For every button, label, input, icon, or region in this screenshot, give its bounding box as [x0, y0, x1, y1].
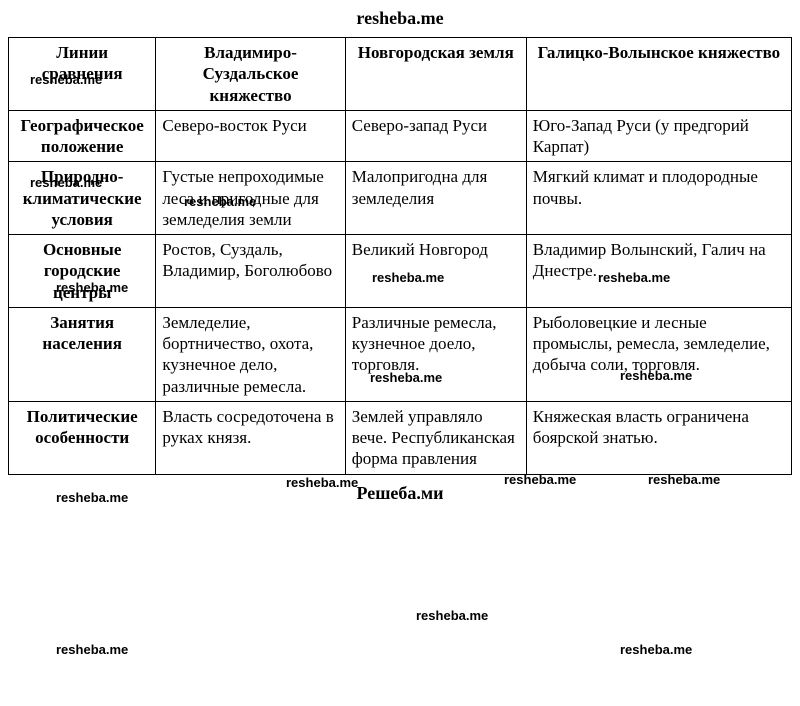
row-label: Основные городские центры: [9, 235, 156, 308]
cell: Власть сосредоточена в руках князя.: [156, 401, 345, 474]
row-label: Географическое положение: [9, 110, 156, 162]
page-footer: Решеба.ми: [0, 475, 800, 512]
cell: Земледелие, бортничество, охота, кузнечн…: [156, 307, 345, 401]
col-header-0: Линии сравнения: [9, 38, 156, 111]
cell: Землей управляло вече. Республиканская ф…: [345, 401, 526, 474]
cell: Мягкий климат и плодородные почвы.: [526, 162, 791, 235]
row-label: Природно-климатические условия: [9, 162, 156, 235]
cell: Рыболовецкие и лесные промыслы, ремесла,…: [526, 307, 791, 401]
col-header-1: Владимиро-Суздальское княжество: [156, 38, 345, 111]
cell: Малопригодна для земледелия: [345, 162, 526, 235]
cell: Великий Новгород: [345, 235, 526, 308]
cell: Владимир Волынский, Галич на Днестре.: [526, 235, 791, 308]
col-header-3: Галицко-Волынское княжество: [526, 38, 791, 111]
cell: Ростов, Суздаль, Владимир, Боголюбово: [156, 235, 345, 308]
table-header-row: Линии сравнения Владимиро-Суздальское кн…: [9, 38, 792, 111]
row-label: Политические особенности: [9, 401, 156, 474]
cell: Юго-Запад Руси (у предгорий Карпат): [526, 110, 791, 162]
row-label: Занятия населения: [9, 307, 156, 401]
cell: Северо-запад Руси: [345, 110, 526, 162]
watermark-text: resheba.me: [620, 642, 692, 657]
cell: Северо-восток Руси: [156, 110, 345, 162]
table-row: Занятия населения Земледелие, бортничест…: [9, 307, 792, 401]
page-header: resheba.me: [0, 0, 800, 37]
cell: Княжеская власть ограничена боярской зна…: [526, 401, 791, 474]
cell: Различные ремесла, кузнечное доело, торг…: [345, 307, 526, 401]
col-header-2: Новгородская земля: [345, 38, 526, 111]
table-row: Природно-климатические условия Густые не…: [9, 162, 792, 235]
comparison-table: Линии сравнения Владимиро-Суздальское кн…: [8, 37, 792, 475]
table-row: Географическое положение Северо-восток Р…: [9, 110, 792, 162]
watermark-text: resheba.me: [416, 608, 488, 623]
watermark-text: resheba.me: [56, 642, 128, 657]
cell: Густые непроходимые леса и пригодные для…: [156, 162, 345, 235]
table-row: Политические особенности Власть сосредот…: [9, 401, 792, 474]
table-row: Основные городские центры Ростов, Суздал…: [9, 235, 792, 308]
